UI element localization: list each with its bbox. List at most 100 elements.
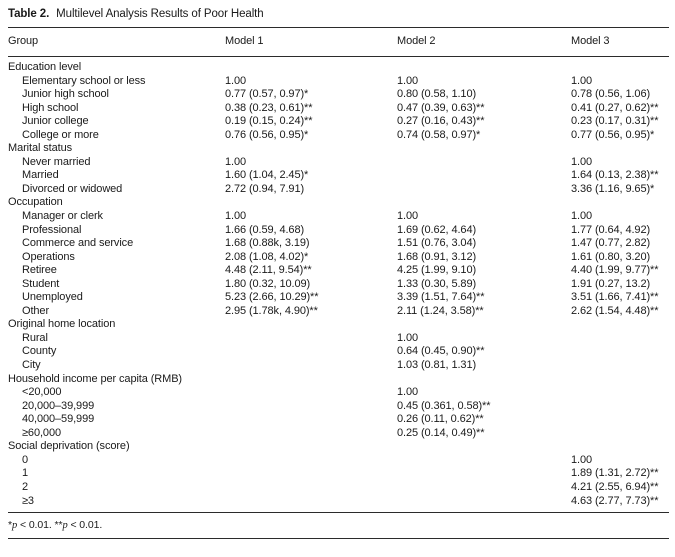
model2-value bbox=[397, 495, 571, 513]
model2-value bbox=[397, 156, 571, 170]
section-header: Education level bbox=[8, 61, 82, 73]
model2-value: 0.80 (0.58, 1.10) bbox=[397, 88, 477, 101]
model3-value: 1.89 (1.31, 2.72)** bbox=[571, 467, 659, 480]
table-number-label: Table 2. bbox=[8, 8, 50, 20]
model3-value: 1.00 bbox=[571, 453, 593, 466]
model1-value bbox=[225, 386, 397, 400]
footnote-p-symbol: p bbox=[62, 520, 68, 532]
footnote-text: < 0.01. bbox=[17, 519, 55, 532]
row-label: College or more bbox=[22, 128, 99, 141]
header-row: Group Model 1 Model 2 Model 3 bbox=[8, 27, 669, 57]
row-label: ≥3 bbox=[22, 494, 34, 507]
model3-value bbox=[571, 386, 669, 400]
table-row: Married 1.60 (1.04, 2.45)* 1.64 (0.13, 2.3… bbox=[8, 169, 669, 183]
section-header: Marital status bbox=[8, 142, 73, 155]
section-header: Occupation bbox=[8, 196, 63, 209]
table-row: ≥60,000 0.25 (0.14, 0.49)** bbox=[8, 427, 669, 441]
model2-value: 0.74 (0.58, 0.97)* bbox=[397, 128, 481, 141]
model1-value bbox=[225, 454, 397, 468]
model1-value bbox=[225, 481, 397, 495]
model2-value bbox=[397, 454, 571, 468]
model1-value: 2.72 (0.94, 7.91) bbox=[225, 182, 305, 195]
model2-value: 1.03 (0.81, 1.31) bbox=[397, 359, 477, 372]
model2-value: 0.26 (0.11, 0.62)** bbox=[397, 413, 484, 426]
model3-value bbox=[571, 427, 669, 441]
model1-value: 0.19 (0.15, 0.24)** bbox=[225, 115, 313, 128]
model1-value: 4.48 (2.11, 9.54)** bbox=[225, 264, 312, 277]
row-label: 0 bbox=[22, 453, 29, 466]
model2-value: 1.51 (0.76, 3.04) bbox=[397, 237, 477, 250]
model1-value: 5.23 (2.66, 10.29)** bbox=[225, 291, 319, 304]
row-label: 2 bbox=[22, 480, 29, 493]
model1-value: 1.60 (1.04, 2.45)* bbox=[225, 169, 309, 182]
model1-value bbox=[225, 413, 397, 427]
model2-value: 1.00 bbox=[397, 210, 419, 223]
row-label: Junior high school bbox=[22, 88, 109, 101]
table-row: <20,000 1.00 bbox=[8, 386, 669, 400]
table-row: Commerce and service 1.68 (0.88k, 3.19) 1.… bbox=[8, 237, 669, 251]
table-row: High school 0.38 (0.23, 0.61)** 0.47 (0.39… bbox=[8, 102, 669, 116]
row-label: Elementary school or less bbox=[22, 74, 146, 87]
table-row: City 1.03 (0.81, 1.31) bbox=[8, 359, 669, 373]
table-row: College or more 0.76 (0.56, 0.95)* 0.74 (0… bbox=[8, 129, 669, 143]
model2-value: 0.27 (0.16, 0.43)** bbox=[397, 115, 485, 128]
table-title: Table 2. Multilevel Analysis Results of P… bbox=[8, 5, 669, 27]
model2-value: 1.00 bbox=[397, 386, 419, 399]
model2-value: 2.11 (1.24, 3.58)** bbox=[397, 304, 484, 317]
model3-value: 3.51 (1.66, 7.41)** bbox=[571, 291, 659, 304]
table-row: Junior college 0.19 (0.15, 0.24)** 0.27 (0… bbox=[8, 115, 669, 129]
model3-value: 0.78 (0.56, 1.06) bbox=[571, 88, 651, 101]
model1-value: 1.00 bbox=[225, 155, 247, 168]
row-label: ≥60,000 bbox=[22, 426, 61, 439]
row-label: 20,000–39,999 bbox=[22, 399, 95, 412]
model1-value: 1.80 (0.32, 10.09) bbox=[225, 277, 311, 290]
model3-value bbox=[571, 359, 669, 373]
section-header-row: Education level bbox=[8, 57, 669, 75]
model3-value bbox=[571, 345, 669, 359]
model2-value bbox=[397, 467, 571, 481]
model1-value: 1.00 bbox=[225, 74, 247, 87]
footnote-text: * bbox=[8, 519, 12, 532]
row-label: Junior college bbox=[22, 115, 89, 128]
model1-value bbox=[225, 495, 397, 513]
model1-value: 2.08 (1.08, 4.02)* bbox=[225, 250, 309, 263]
model2-value bbox=[397, 183, 571, 197]
model2-value: 1.68 (0.91, 3.12) bbox=[397, 250, 477, 263]
model3-value bbox=[571, 332, 669, 346]
row-label: 1 bbox=[22, 467, 29, 480]
table-row: 1 1.89 (1.31, 2.72)** bbox=[8, 467, 669, 481]
row-label: Rural bbox=[22, 331, 48, 344]
table-row: Operations 2.08 (1.08, 4.02)* 1.68 (0.91, … bbox=[8, 251, 669, 265]
table-row: Junior high school 0.77 (0.57, 0.97)* 0.80… bbox=[8, 88, 669, 102]
column-header-model3: Model 3 bbox=[571, 27, 669, 57]
section-header: Original home location bbox=[8, 318, 116, 331]
row-label: Commerce and service bbox=[22, 237, 134, 250]
row-label: City bbox=[22, 359, 41, 372]
row-label: Retiree bbox=[22, 264, 57, 277]
section-header-row: Occupation bbox=[8, 196, 669, 210]
section-header-row: Household income per capita (RMB) bbox=[8, 373, 669, 387]
table-row: 2 4.21 (2.55, 6.94)** bbox=[8, 481, 669, 495]
table-row: Rural 1.00 bbox=[8, 332, 669, 346]
footnote-text: < 0.01. bbox=[67, 519, 103, 532]
model3-value: 1.00 bbox=[571, 210, 593, 223]
row-label: <20,000 bbox=[22, 386, 62, 399]
model1-value: 1.66 (0.59, 4.68) bbox=[225, 223, 305, 236]
table-row: Student 1.80 (0.32, 10.09) 1.33 (0.30, 5.8… bbox=[8, 278, 669, 292]
footnote-p-symbol: p bbox=[12, 520, 18, 532]
row-label: Student bbox=[22, 277, 60, 290]
footnote-text: ** bbox=[54, 519, 63, 532]
model3-value: 2.62 (1.54, 4.48)** bbox=[571, 304, 659, 317]
model1-value: 0.77 (0.57, 0.97)* bbox=[225, 88, 309, 101]
table-row: Never married 1.00 1.00 bbox=[8, 156, 669, 170]
table-row: Divorced or widowed 2.72 (0.94, 7.91) 3.36… bbox=[8, 183, 669, 197]
row-label: High school bbox=[22, 101, 79, 114]
row-label: Unemployed bbox=[22, 291, 83, 304]
model3-value: 1.77 (0.64, 4.92) bbox=[571, 223, 651, 236]
model1-value bbox=[225, 345, 397, 359]
row-label: Other bbox=[22, 304, 50, 317]
model3-value: 1.00 bbox=[571, 155, 593, 168]
model3-value: 0.23 (0.17, 0.31)** bbox=[571, 115, 659, 128]
model3-value: 4.40 (1.99, 9.77)** bbox=[571, 264, 659, 277]
